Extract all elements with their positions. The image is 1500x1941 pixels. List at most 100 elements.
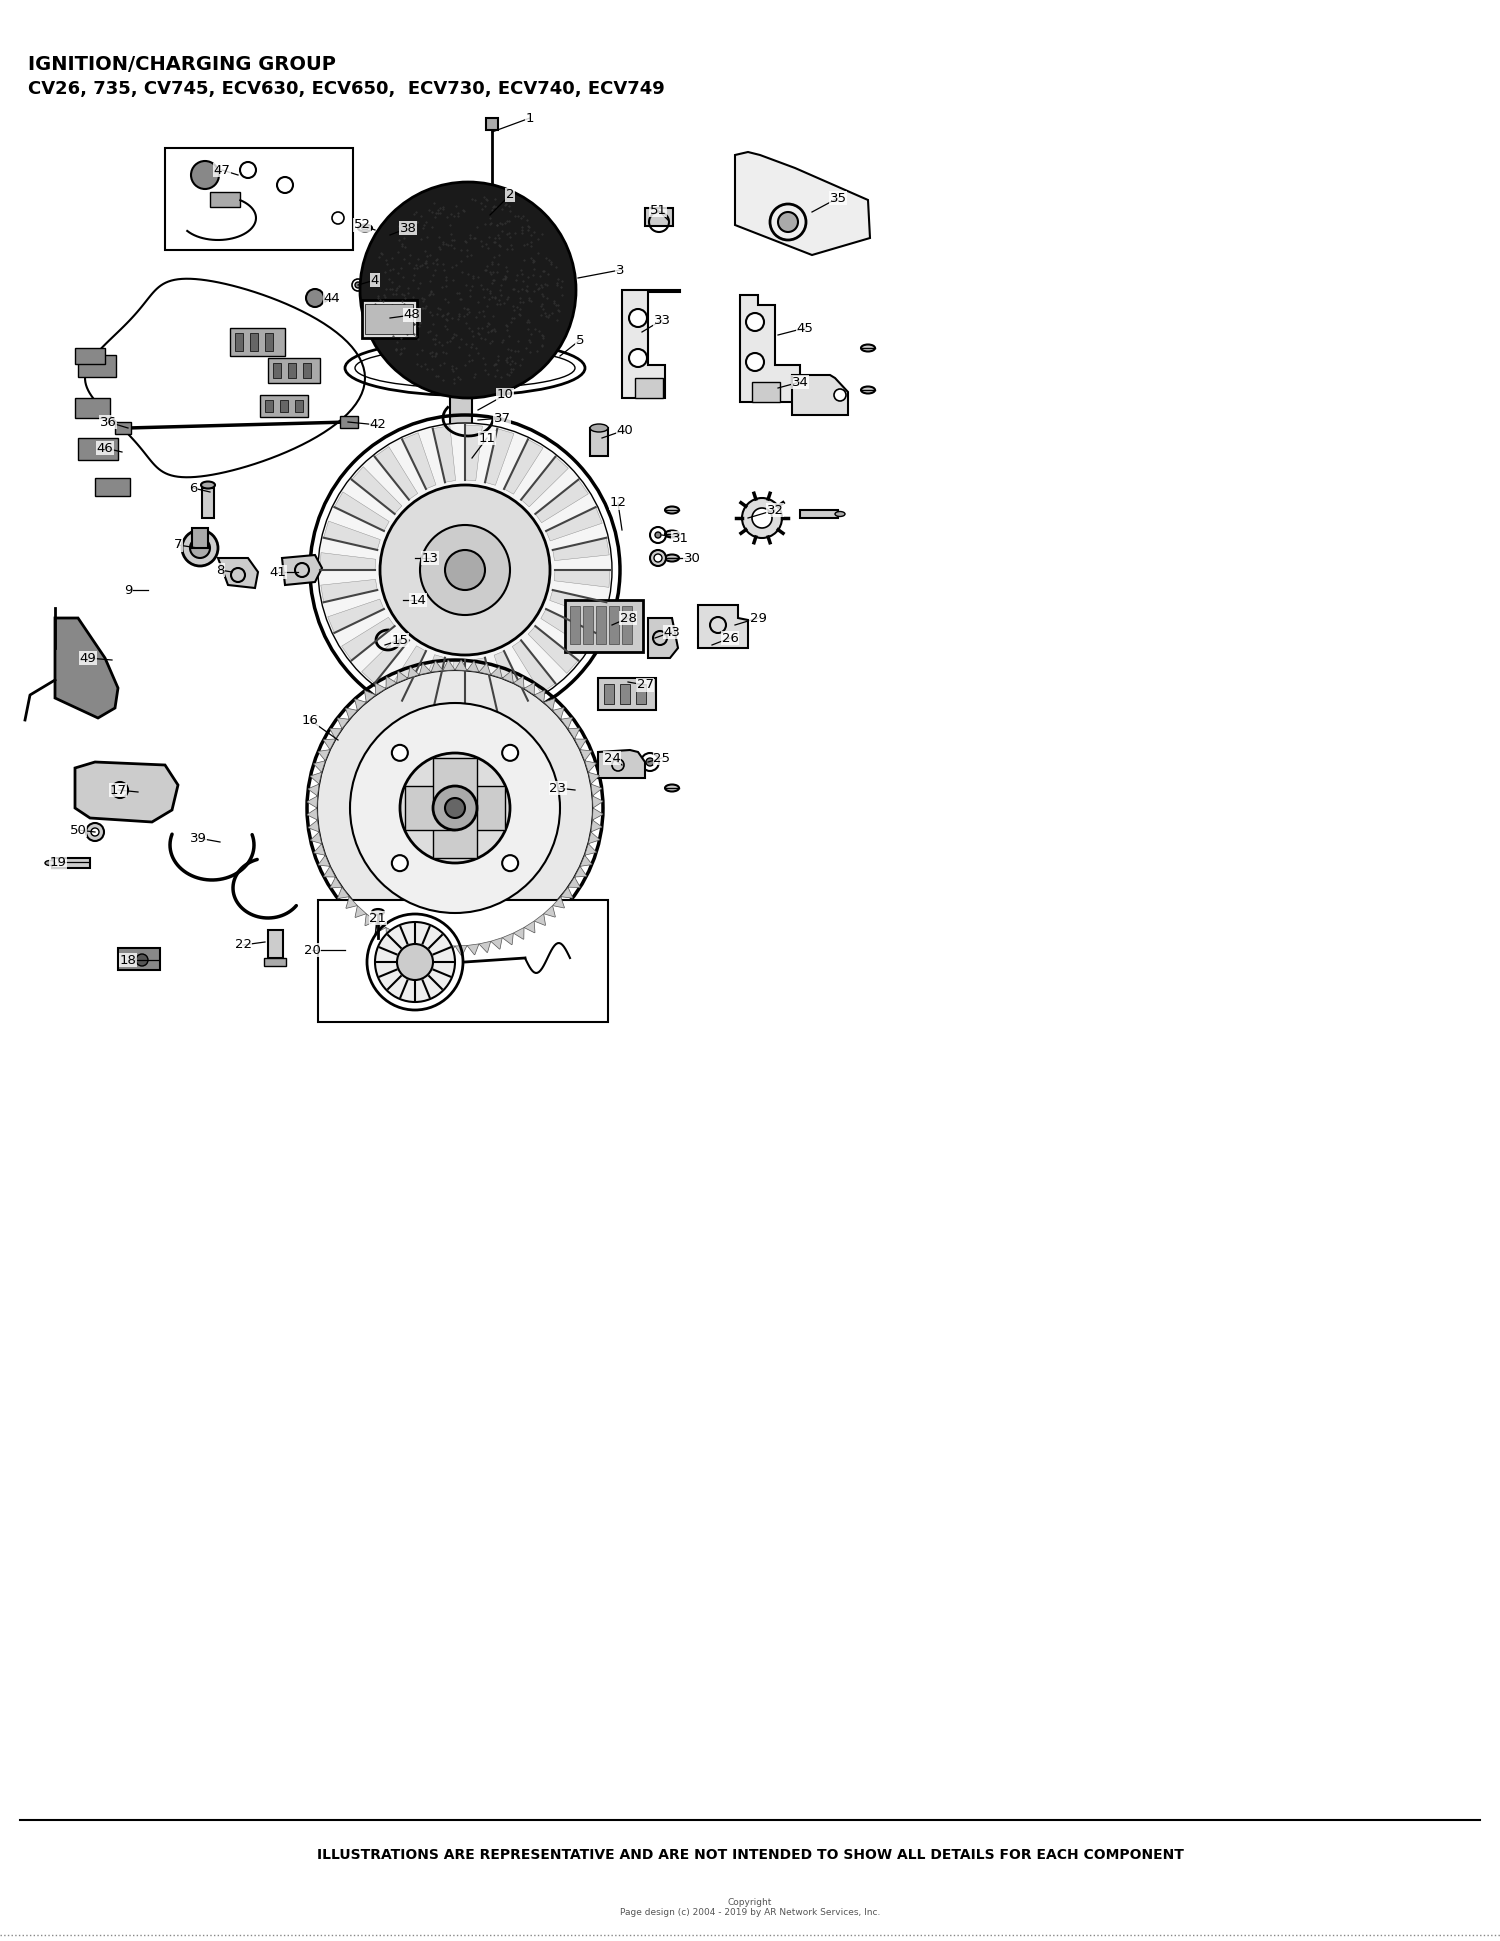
Polygon shape	[536, 479, 588, 522]
Text: 25: 25	[654, 751, 670, 765]
Polygon shape	[555, 571, 610, 588]
Polygon shape	[465, 425, 483, 481]
Polygon shape	[520, 456, 568, 507]
Bar	[78, 439, 118, 460]
Polygon shape	[364, 914, 376, 926]
Polygon shape	[375, 922, 386, 934]
Bar	[210, 192, 240, 208]
Bar	[75, 347, 105, 365]
Circle shape	[136, 953, 148, 967]
Polygon shape	[454, 945, 466, 955]
Polygon shape	[330, 728, 342, 740]
Bar	[590, 429, 608, 456]
Text: 47: 47	[213, 163, 231, 177]
Polygon shape	[309, 819, 320, 833]
Circle shape	[400, 753, 510, 864]
Text: Copyright
Page design (c) 2004 - 2019 by AR Network Services, Inc.: Copyright Page design (c) 2004 - 2019 by…	[620, 1898, 880, 1918]
Text: 13: 13	[422, 551, 438, 565]
Polygon shape	[416, 654, 446, 710]
Polygon shape	[580, 749, 591, 761]
Polygon shape	[524, 683, 534, 695]
Polygon shape	[375, 683, 386, 695]
Polygon shape	[408, 938, 420, 949]
Polygon shape	[513, 928, 523, 939]
Circle shape	[190, 538, 210, 557]
Polygon shape	[386, 928, 396, 939]
Circle shape	[392, 856, 408, 872]
Bar	[450, 390, 472, 458]
Text: 26: 26	[722, 631, 738, 644]
Bar	[570, 606, 580, 644]
Polygon shape	[314, 844, 326, 856]
Polygon shape	[314, 761, 326, 773]
Polygon shape	[430, 662, 442, 672]
Polygon shape	[740, 295, 800, 402]
Polygon shape	[324, 866, 336, 877]
Text: 11: 11	[478, 431, 495, 444]
Polygon shape	[591, 819, 602, 833]
Polygon shape	[478, 941, 490, 953]
Polygon shape	[542, 609, 596, 648]
Polygon shape	[524, 922, 536, 934]
Circle shape	[190, 161, 219, 188]
Text: 41: 41	[270, 565, 286, 578]
Ellipse shape	[450, 384, 472, 396]
Circle shape	[420, 524, 510, 615]
Circle shape	[698, 631, 712, 644]
Text: 44: 44	[324, 291, 340, 305]
Circle shape	[316, 670, 592, 945]
Circle shape	[318, 423, 612, 716]
Circle shape	[628, 349, 646, 367]
Polygon shape	[442, 945, 454, 955]
Circle shape	[306, 289, 324, 307]
Circle shape	[656, 532, 662, 538]
Bar	[264, 959, 286, 967]
Bar	[645, 208, 674, 225]
Polygon shape	[574, 740, 586, 749]
Polygon shape	[588, 773, 600, 784]
Polygon shape	[534, 914, 546, 926]
Polygon shape	[330, 877, 342, 887]
Polygon shape	[56, 617, 118, 718]
Polygon shape	[356, 906, 366, 918]
Polygon shape	[324, 740, 336, 749]
Bar	[236, 334, 243, 351]
Polygon shape	[648, 617, 678, 658]
Circle shape	[446, 798, 465, 817]
Bar	[116, 421, 130, 435]
Text: 38: 38	[399, 221, 417, 235]
Text: 40: 40	[616, 423, 633, 437]
Polygon shape	[75, 763, 178, 821]
Polygon shape	[513, 641, 555, 693]
Polygon shape	[735, 151, 870, 254]
Bar	[486, 118, 498, 130]
Text: 36: 36	[99, 415, 117, 429]
Text: 4: 4	[370, 274, 380, 287]
Text: IGNITION/CHARGING GROUP: IGNITION/CHARGING GROUP	[28, 54, 336, 74]
Text: 3: 3	[615, 264, 624, 276]
Text: 21: 21	[369, 912, 387, 924]
Polygon shape	[362, 633, 410, 683]
Text: 23: 23	[549, 782, 567, 794]
Text: 5: 5	[576, 334, 585, 347]
Text: 32: 32	[766, 503, 783, 516]
Circle shape	[182, 530, 218, 567]
Bar	[273, 363, 280, 378]
Bar	[544, 782, 584, 802]
Bar	[75, 398, 109, 417]
Ellipse shape	[664, 530, 680, 538]
Polygon shape	[585, 844, 597, 856]
Bar	[636, 683, 646, 705]
Circle shape	[628, 309, 646, 326]
Circle shape	[392, 745, 408, 761]
Polygon shape	[320, 553, 375, 571]
Ellipse shape	[400, 542, 418, 551]
Text: 24: 24	[603, 751, 621, 765]
Circle shape	[86, 823, 104, 840]
Polygon shape	[534, 691, 544, 703]
Polygon shape	[528, 627, 579, 674]
Text: 27: 27	[636, 679, 654, 691]
Polygon shape	[552, 708, 564, 720]
Polygon shape	[503, 934, 513, 945]
Polygon shape	[433, 807, 477, 858]
